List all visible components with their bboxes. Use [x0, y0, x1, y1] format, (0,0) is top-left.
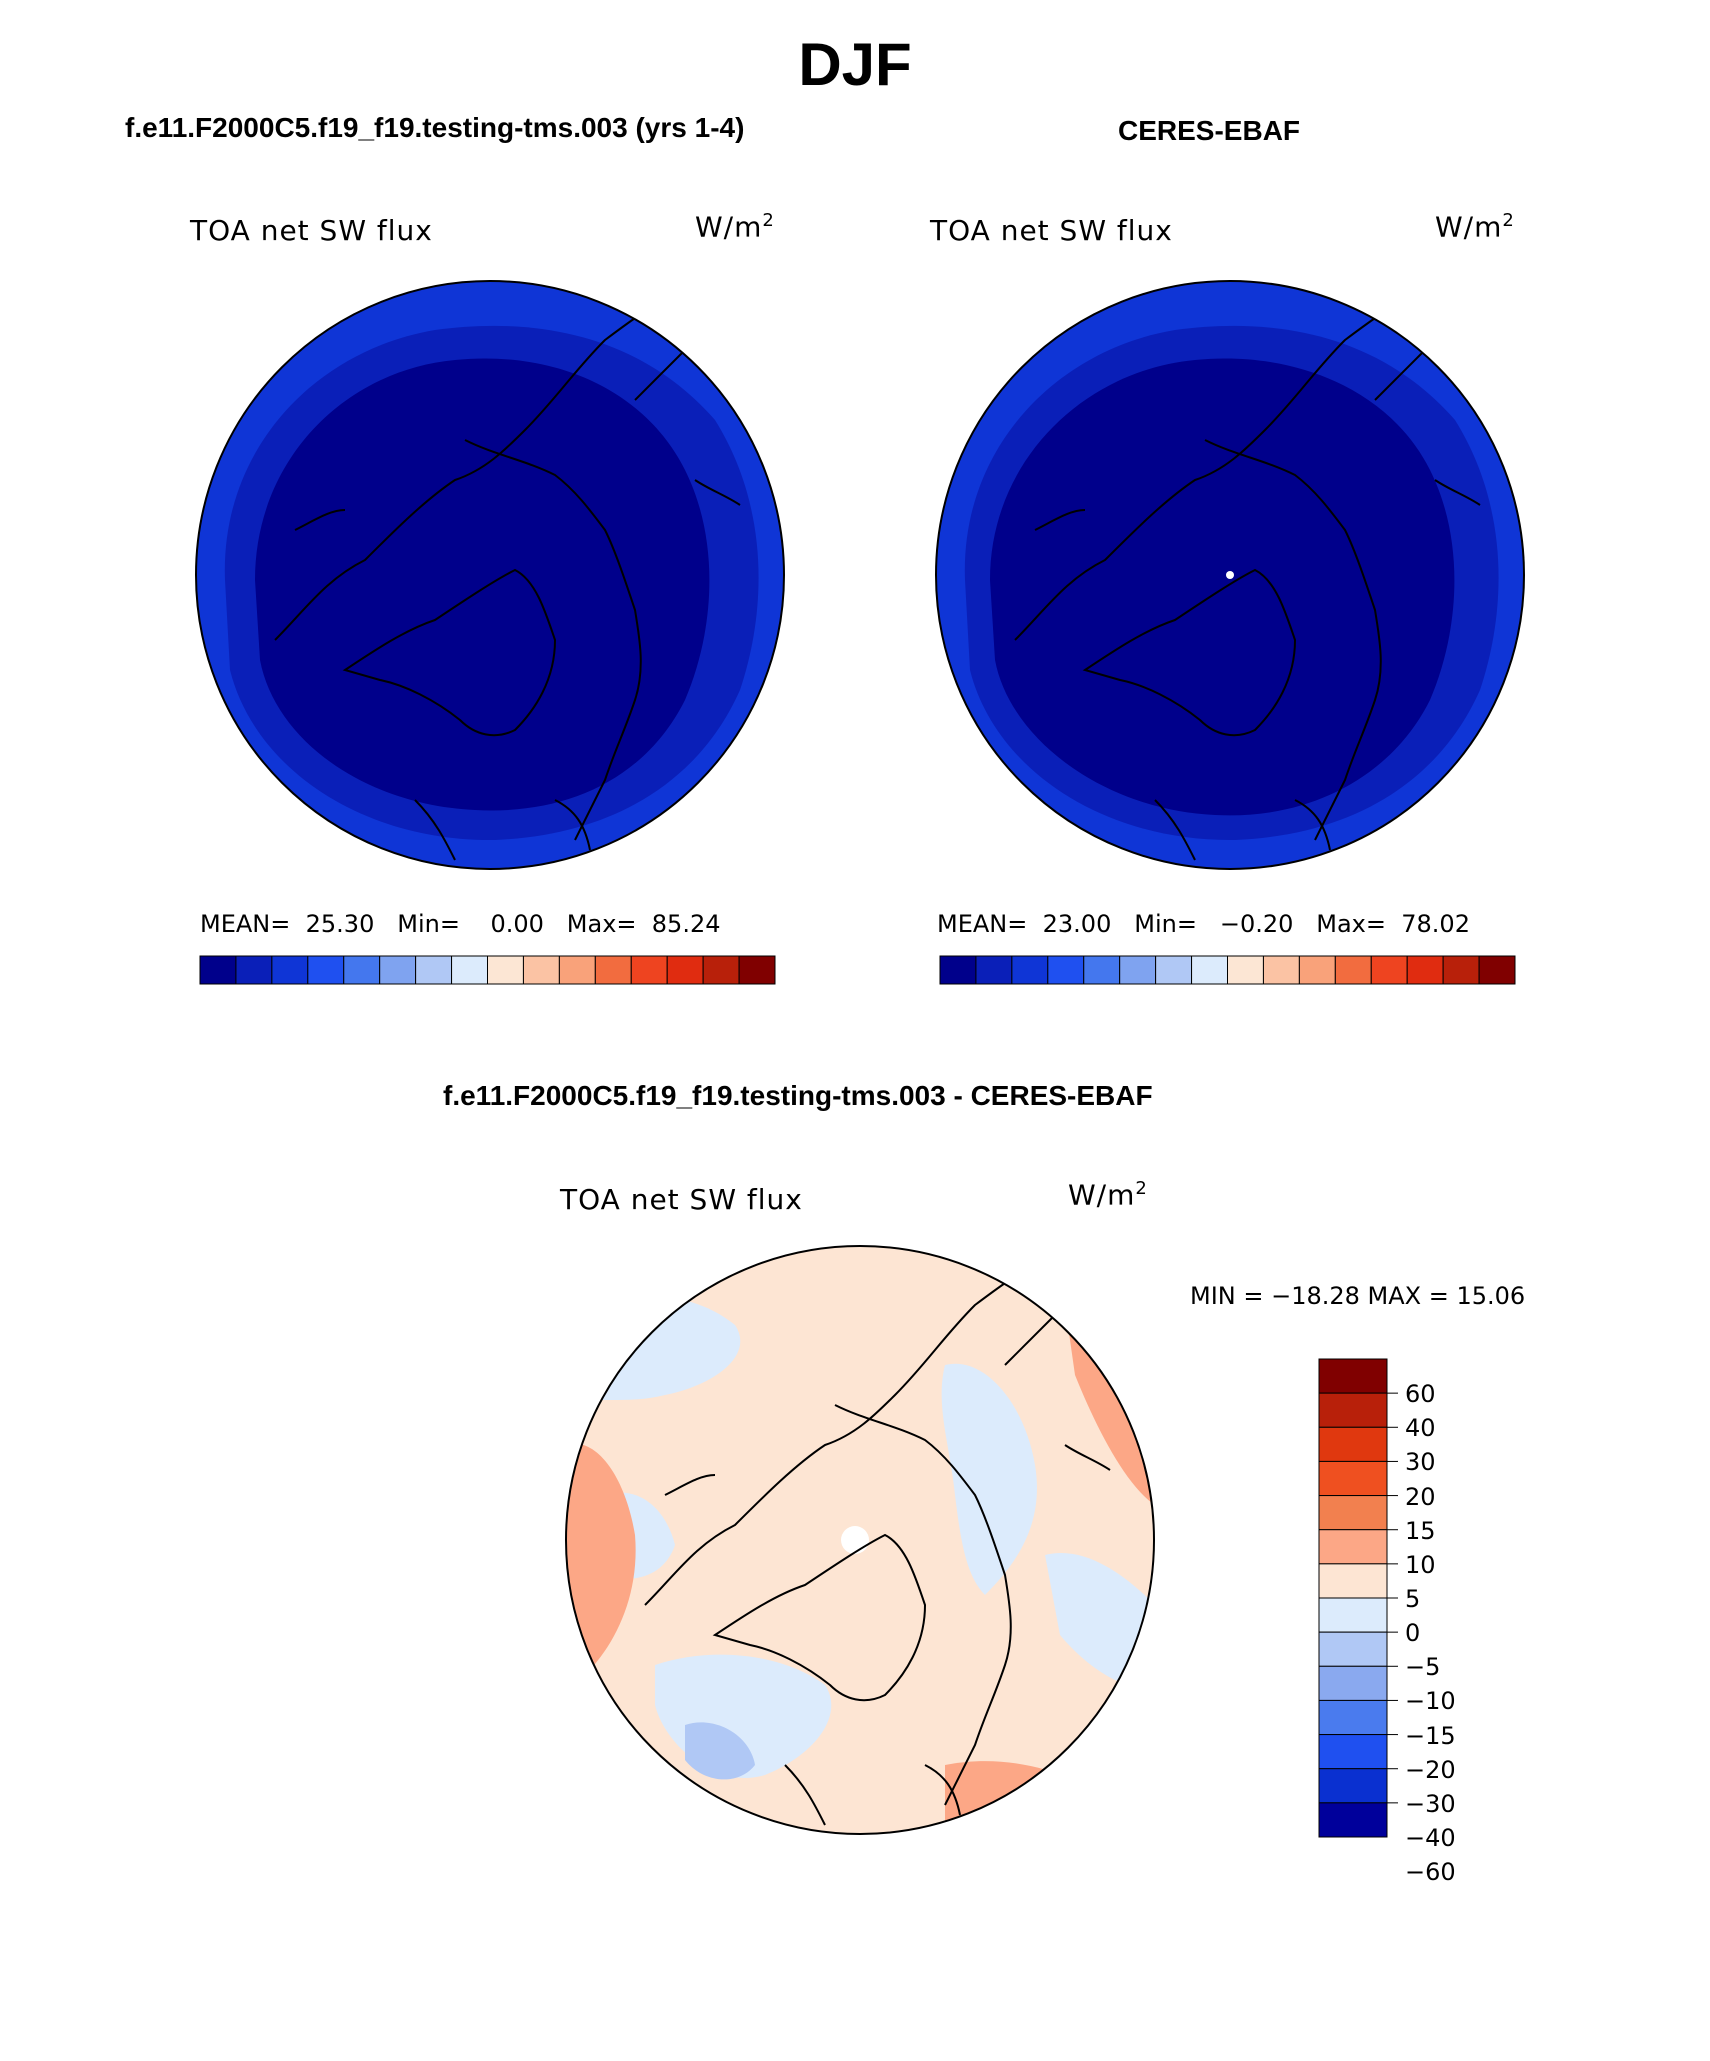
colorbar-diff-ticks: 60 40 30 20 15 10 5 0 −5 −10 −15 −20 −30 −40 −60	[1405, 1358, 1485, 1886]
colorbar-tick-label: 30	[1405, 1448, 1436, 1477]
colorbar-tick-label: −15	[1405, 1721, 1456, 1750]
colorbar-swatch	[630, 955, 668, 985]
figure-title: DJF	[798, 31, 912, 98]
colorbar-swatch	[199, 955, 237, 985]
colorbar-ticks-model	[200, 993, 775, 1023]
colorbar-swatch	[594, 955, 632, 985]
colorbar-swatch	[1442, 955, 1480, 985]
colorbar-swatch	[1318, 1597, 1388, 1633]
colorbar-swatch	[1298, 955, 1336, 985]
diff-minmax: MIN = −18.28 MAX = 15.06	[1190, 1282, 1526, 1310]
units-model: W/m2	[695, 210, 775, 244]
colorbar-swatch	[558, 955, 596, 985]
colorbar-swatch	[1191, 955, 1228, 985]
colorbar-swatch	[1318, 1529, 1388, 1565]
colorbar-swatch	[307, 955, 345, 985]
units-obs: W/m2	[1435, 210, 1515, 244]
colorbar-swatch	[975, 955, 1013, 985]
colorbar-swatch	[666, 955, 704, 985]
colorbar-obs	[939, 955, 1516, 985]
panel-title-model: f.e11.F2000C5.f19_f19.testing-tms.003 (y…	[125, 112, 745, 143]
colorbar-swatch	[415, 955, 453, 985]
colorbar-tick-label: −60	[1405, 1858, 1456, 1887]
colorbar-tick-label: 40	[1405, 1414, 1436, 1443]
colorbar-swatch	[1318, 1392, 1388, 1428]
colorbar-swatch	[1478, 955, 1516, 985]
colorbar-swatch	[1083, 955, 1121, 985]
diff-panel-title: f.e11.F2000C5.f19_f19.testing-tms.003 - …	[443, 1080, 1153, 1111]
colorbar-swatch	[1227, 955, 1264, 985]
coastlines-obs	[1014, 299, 1481, 861]
colorbar-swatch	[1318, 1768, 1388, 1804]
colorbar-swatch	[1047, 955, 1085, 985]
colorbar-swatch	[1318, 1734, 1388, 1770]
coastlines-diff	[644, 1264, 1111, 1826]
colorbar-swatch	[1011, 955, 1049, 985]
colorbar-tick-label: 10	[1405, 1550, 1436, 1579]
colorbar-swatch	[1334, 955, 1372, 985]
colorbar-swatch	[379, 955, 417, 985]
colorbar-tick-label: 5	[1405, 1585, 1421, 1613]
field-label-model: TOA net SW flux	[190, 214, 433, 247]
colorbar-swatch	[738, 955, 776, 985]
colorbar-swatch	[343, 955, 381, 985]
colorbar-swatch	[522, 955, 560, 985]
colorbar-tick-label: −30	[1405, 1789, 1456, 1818]
colorbar-swatch	[451, 955, 488, 985]
field-label-diff: TOA net SW flux	[560, 1183, 803, 1216]
colorbar-tick-label: −10	[1405, 1687, 1456, 1716]
colorbar-swatch	[1155, 955, 1193, 985]
colorbar-swatch	[1262, 955, 1300, 985]
colorbar-swatch	[1318, 1563, 1388, 1599]
polar-map-diff	[565, 1245, 1155, 1835]
panel-title-obs: CERES-EBAF	[1118, 115, 1301, 146]
colorbar-swatch	[487, 955, 524, 985]
field-label-obs: TOA net SW flux	[930, 214, 1173, 247]
colorbar-ticks-obs	[940, 993, 1515, 1023]
colorbar-swatch	[1318, 1495, 1388, 1531]
colorbar-swatch	[1318, 1426, 1388, 1462]
colorbar-tick-label: −5	[1405, 1653, 1441, 1682]
colorbar-swatch	[271, 955, 309, 985]
colorbar-tick-label: −20	[1405, 1755, 1456, 1784]
colorbar-tick-label: 20	[1405, 1482, 1436, 1511]
colorbar-swatch	[1318, 1665, 1388, 1701]
units-diff: W/m2	[1068, 1178, 1148, 1212]
colorbar-swatch	[939, 955, 977, 985]
colorbar-swatch	[1318, 1631, 1388, 1667]
polar-map-obs	[935, 280, 1525, 870]
colorbar-swatch	[702, 955, 740, 985]
colorbar-swatch	[1318, 1699, 1388, 1736]
colorbar-tick-label: 60	[1405, 1380, 1436, 1409]
colorbar-tick-label: 15	[1405, 1516, 1436, 1545]
colorbar-swatch	[1318, 1460, 1388, 1497]
colorbar-swatch	[235, 955, 273, 985]
colorbar-swatch	[1119, 955, 1157, 985]
polar-map-model	[195, 280, 785, 870]
colorbar-tick-label: 0	[1405, 1619, 1421, 1648]
colorbar-swatch	[1318, 1802, 1388, 1838]
stats-model: MEAN= 25.30 Min= 0.00 Max= 85.24	[200, 910, 721, 938]
coastlines-model	[274, 299, 741, 861]
colorbar-model	[199, 955, 776, 985]
colorbar-swatch	[1370, 955, 1408, 985]
colorbar-swatch	[1318, 1358, 1388, 1394]
colorbar-diff	[1318, 1358, 1398, 1838]
colorbar-swatch	[1406, 955, 1444, 985]
stats-obs: MEAN= 23.00 Min= −0.20 Max= 78.02	[937, 910, 1470, 938]
colorbar-tick-label: −40	[1405, 1824, 1456, 1852]
